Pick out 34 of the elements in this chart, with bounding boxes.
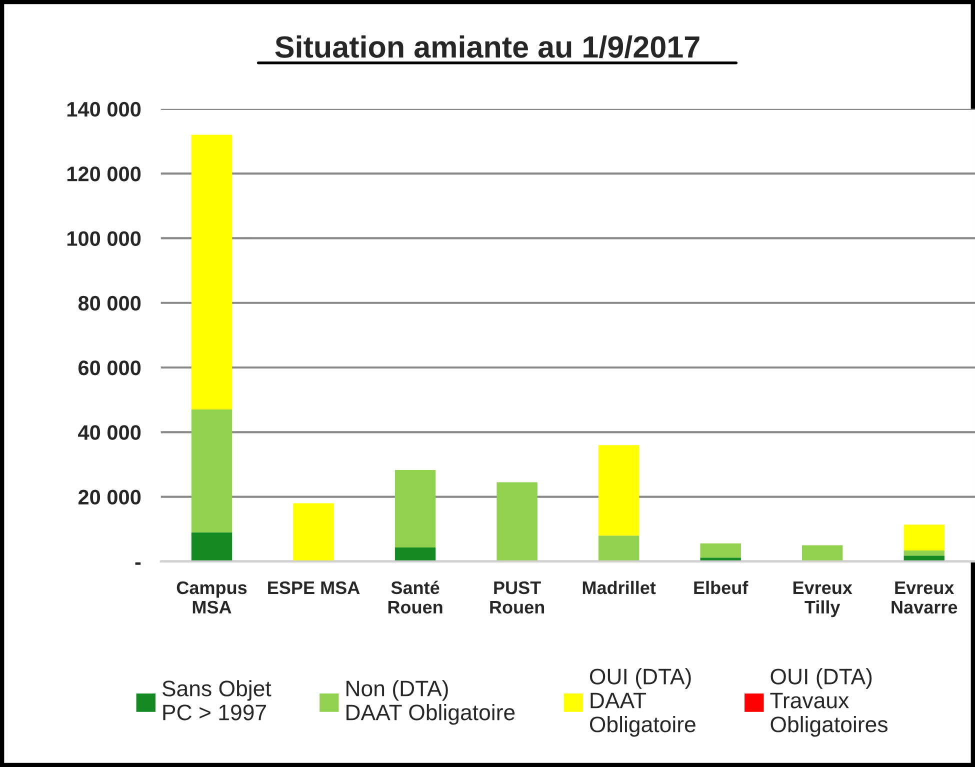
x-tick-label: Campus MSA [176, 581, 247, 614]
bar [191, 532, 232, 562]
y-tick-label: 60 000 [78, 360, 141, 376]
x-tick-label: ESPE MSA [268, 581, 360, 594]
bar [904, 550, 944, 556]
x-tick-label: Santé Rouen [388, 580, 442, 614]
x-tick-label: Elbeuf [694, 580, 748, 594]
bar [598, 445, 640, 536]
bar [394, 470, 436, 548]
y-tick-label: 120 000 [67, 166, 141, 182]
y-tick-label: 40 000 [78, 425, 141, 440]
x-tick-label: Evreux Tilly [793, 582, 852, 618]
bar [496, 482, 538, 562]
bar [598, 536, 640, 562]
bar [394, 548, 436, 562]
y-tick-label: 80 000 [78, 296, 141, 311]
x-tick-label: PUST Rouen [490, 581, 544, 614]
legend-label: Non (DTA) DAAT Obligatoire [346, 680, 515, 725]
x-tick-label: Madrillet [582, 580, 656, 594]
bar [191, 410, 232, 532]
legend-label: OUI (DTA) Travaux Obligatoires [770, 668, 888, 737]
y-tick-label: 140 000 [67, 102, 141, 117]
bar [802, 545, 843, 562]
y-tick-label: - [135, 562, 141, 565]
y-tick-label: 100 000 [67, 231, 141, 246]
legend-label: OUI (DTA) DAAT Obligatoire [590, 668, 696, 737]
bar [904, 524, 944, 550]
bar [293, 503, 334, 562]
bar [191, 134, 232, 410]
legend-label: Sans Objet PC > 1997 [162, 680, 272, 720]
x-tick-label: Evreux Navarre [892, 582, 958, 614]
y-tick-label: 20 000 [78, 490, 141, 505]
chart-title: Situation amiante au 1/9/2017 [275, 35, 700, 58]
bar [700, 543, 741, 558]
